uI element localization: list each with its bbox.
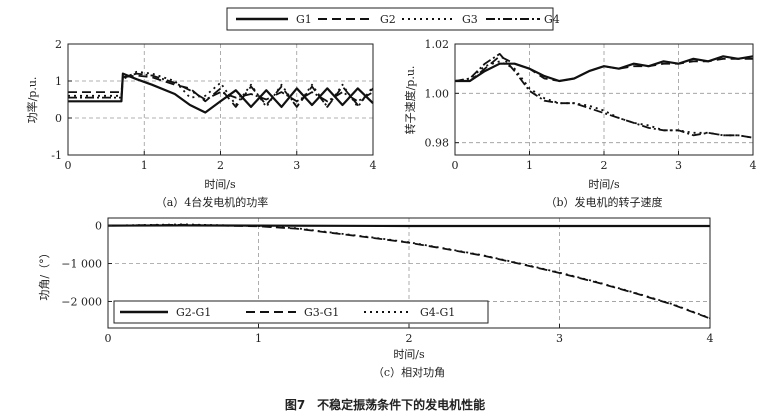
y-axis-label-relative-angle: 功角/（°）: [38, 247, 51, 300]
series-line-g4-power: [68, 72, 374, 103]
legend-label-g1: G1: [296, 13, 312, 26]
x-tick-label-relative-angle: 4: [707, 332, 714, 345]
caption-relative-angle: （c）相对功角: [373, 365, 445, 379]
x-tick-label-power: 4: [370, 159, 377, 172]
x-tick-label-power: 1: [141, 159, 148, 172]
x-tick-label-power: 2: [217, 159, 224, 172]
x-tick-label-rotor-speed: 3: [675, 159, 682, 172]
caption-rotor-speed: （b）发电机的转子速度: [545, 195, 662, 209]
x-tick-label-rotor-speed: 4: [750, 159, 757, 172]
legend-box-relative-angle: [113, 300, 489, 324]
top-legend: G1 G2 G3 G4: [226, 7, 560, 31]
top-legend-box: [226, 7, 554, 31]
y-tick-label-power: 0: [55, 112, 62, 125]
x-tick-label-power: 3: [293, 159, 300, 172]
y-tick-label-power: 2: [55, 38, 62, 51]
chart-relative-angle: 0 1 2 3 4 0 −1 000 −2 000 G2-G1 G3-G1 G4-G1 时间/…: [38, 217, 714, 379]
x-tick-label-relative-angle: 3: [556, 332, 563, 345]
legend-label-g4-g1: G4-G1: [420, 306, 455, 319]
series-relative-angle: [107, 223, 711, 320]
y-tick-label-power: 1: [55, 75, 62, 88]
series-line-g3-rotor-speed: [454, 60, 754, 139]
x-axis-label-rotor-speed: 时间/s: [588, 178, 620, 191]
y-tick-label-power: -1: [51, 149, 62, 162]
series-power: [68, 70, 374, 114]
legend-label-g3-g1: G3-G1: [304, 306, 339, 319]
grid-power: [68, 43, 373, 156]
y-tick-label-relative-angle: −1 000: [61, 258, 102, 271]
x-tick-label-rotor-speed: 2: [601, 159, 608, 172]
y-tick-label-relative-angle: 0: [95, 220, 102, 233]
caption-power: （a）4台发电机的功率: [156, 195, 269, 209]
series-line-g3-g1-relative-angle: [107, 223, 711, 320]
series-line-g2-rotor-speed: [455, 55, 753, 82]
y-tick-label-rotor-speed: 0.98: [425, 137, 450, 150]
series-line-g4-g1-relative-angle: [107, 223, 711, 319]
series-line-g3-power: [68, 70, 374, 108]
y-tick-label-relative-angle: −2 000: [61, 295, 102, 308]
ticks-relative-angle: 0 1 2 3 4 0 −1 000 −2 000: [61, 220, 713, 345]
chart-rotor-speed: 0 1 2 3 4 0.98 1.00 1.02 时间/s 转子速度/p.u. （b）发电机的…: [403, 38, 757, 209]
y-tick-label-rotor-speed: 1.02: [425, 38, 450, 51]
legend-label-g2-g1: G2-G1: [176, 306, 211, 319]
x-tick-label-rotor-speed: 0: [452, 159, 459, 172]
x-tick-label-relative-angle: 1: [255, 332, 262, 345]
y-tick-label-rotor-speed: 1.00: [425, 87, 450, 100]
x-tick-label-relative-angle: 0: [105, 332, 112, 345]
figure-caption: 图7 不稳定振荡条件下的发电机性能: [285, 397, 485, 412]
ticks-rotor-speed: 0 1 2 3 4 0.98 1.00 1.02: [425, 38, 757, 172]
x-tick-label-relative-angle: 2: [406, 332, 413, 345]
y-axis-label-rotor-speed: 转子速度/p.u.: [403, 66, 417, 135]
x-tick-label-power: 0: [65, 159, 72, 172]
legend-label-g4: G4: [544, 13, 560, 26]
series-rotor-speed: [454, 53, 754, 139]
x-axis-label-relative-angle: 时间/s: [393, 348, 425, 361]
x-tick-label-rotor-speed: 1: [526, 159, 533, 172]
legend-label-g3: G3: [462, 13, 478, 26]
x-axis-label-power: 时间/s: [204, 178, 236, 191]
legend-relative-angle: G2-G1 G3-G1 G4-G1: [113, 300, 489, 324]
legend-label-g2: G2: [380, 13, 396, 26]
y-axis-label-power: 功率/p.u.: [25, 77, 39, 124]
